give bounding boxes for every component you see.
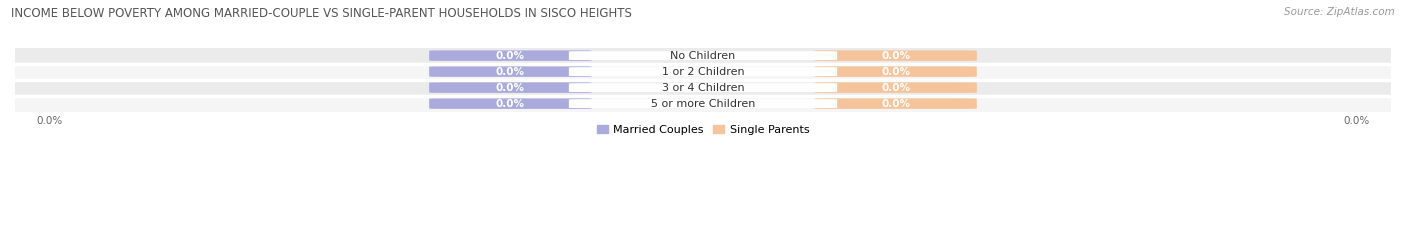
Text: 5 or more Children: 5 or more Children bbox=[651, 99, 755, 109]
Legend: Married Couples, Single Parents: Married Couples, Single Parents bbox=[592, 120, 814, 139]
FancyBboxPatch shape bbox=[429, 98, 592, 109]
FancyBboxPatch shape bbox=[569, 83, 837, 92]
Bar bbox=[15, 80, 1391, 96]
Text: 0.0%: 0.0% bbox=[882, 51, 910, 61]
FancyBboxPatch shape bbox=[814, 66, 977, 77]
FancyBboxPatch shape bbox=[429, 50, 592, 61]
FancyBboxPatch shape bbox=[814, 50, 977, 61]
FancyBboxPatch shape bbox=[814, 98, 977, 109]
FancyBboxPatch shape bbox=[569, 99, 837, 108]
FancyBboxPatch shape bbox=[429, 82, 592, 93]
Text: 0.0%: 0.0% bbox=[496, 67, 524, 77]
Text: Source: ZipAtlas.com: Source: ZipAtlas.com bbox=[1284, 7, 1395, 17]
Text: INCOME BELOW POVERTY AMONG MARRIED-COUPLE VS SINGLE-PARENT HOUSEHOLDS IN SISCO H: INCOME BELOW POVERTY AMONG MARRIED-COUPL… bbox=[11, 7, 633, 20]
FancyBboxPatch shape bbox=[569, 67, 837, 76]
Bar bbox=[15, 48, 1391, 64]
FancyBboxPatch shape bbox=[814, 82, 977, 93]
Bar bbox=[15, 96, 1391, 112]
Bar bbox=[15, 64, 1391, 80]
Text: No Children: No Children bbox=[671, 51, 735, 61]
Text: 0.0%: 0.0% bbox=[496, 51, 524, 61]
Text: 0.0%: 0.0% bbox=[496, 99, 524, 109]
Text: 1 or 2 Children: 1 or 2 Children bbox=[662, 67, 744, 77]
Text: 0.0%: 0.0% bbox=[882, 83, 910, 93]
Text: 0.0%: 0.0% bbox=[882, 67, 910, 77]
Text: 0.0%: 0.0% bbox=[496, 83, 524, 93]
Text: 3 or 4 Children: 3 or 4 Children bbox=[662, 83, 744, 93]
Text: 0.0%: 0.0% bbox=[882, 99, 910, 109]
FancyBboxPatch shape bbox=[429, 66, 592, 77]
FancyBboxPatch shape bbox=[569, 51, 837, 60]
